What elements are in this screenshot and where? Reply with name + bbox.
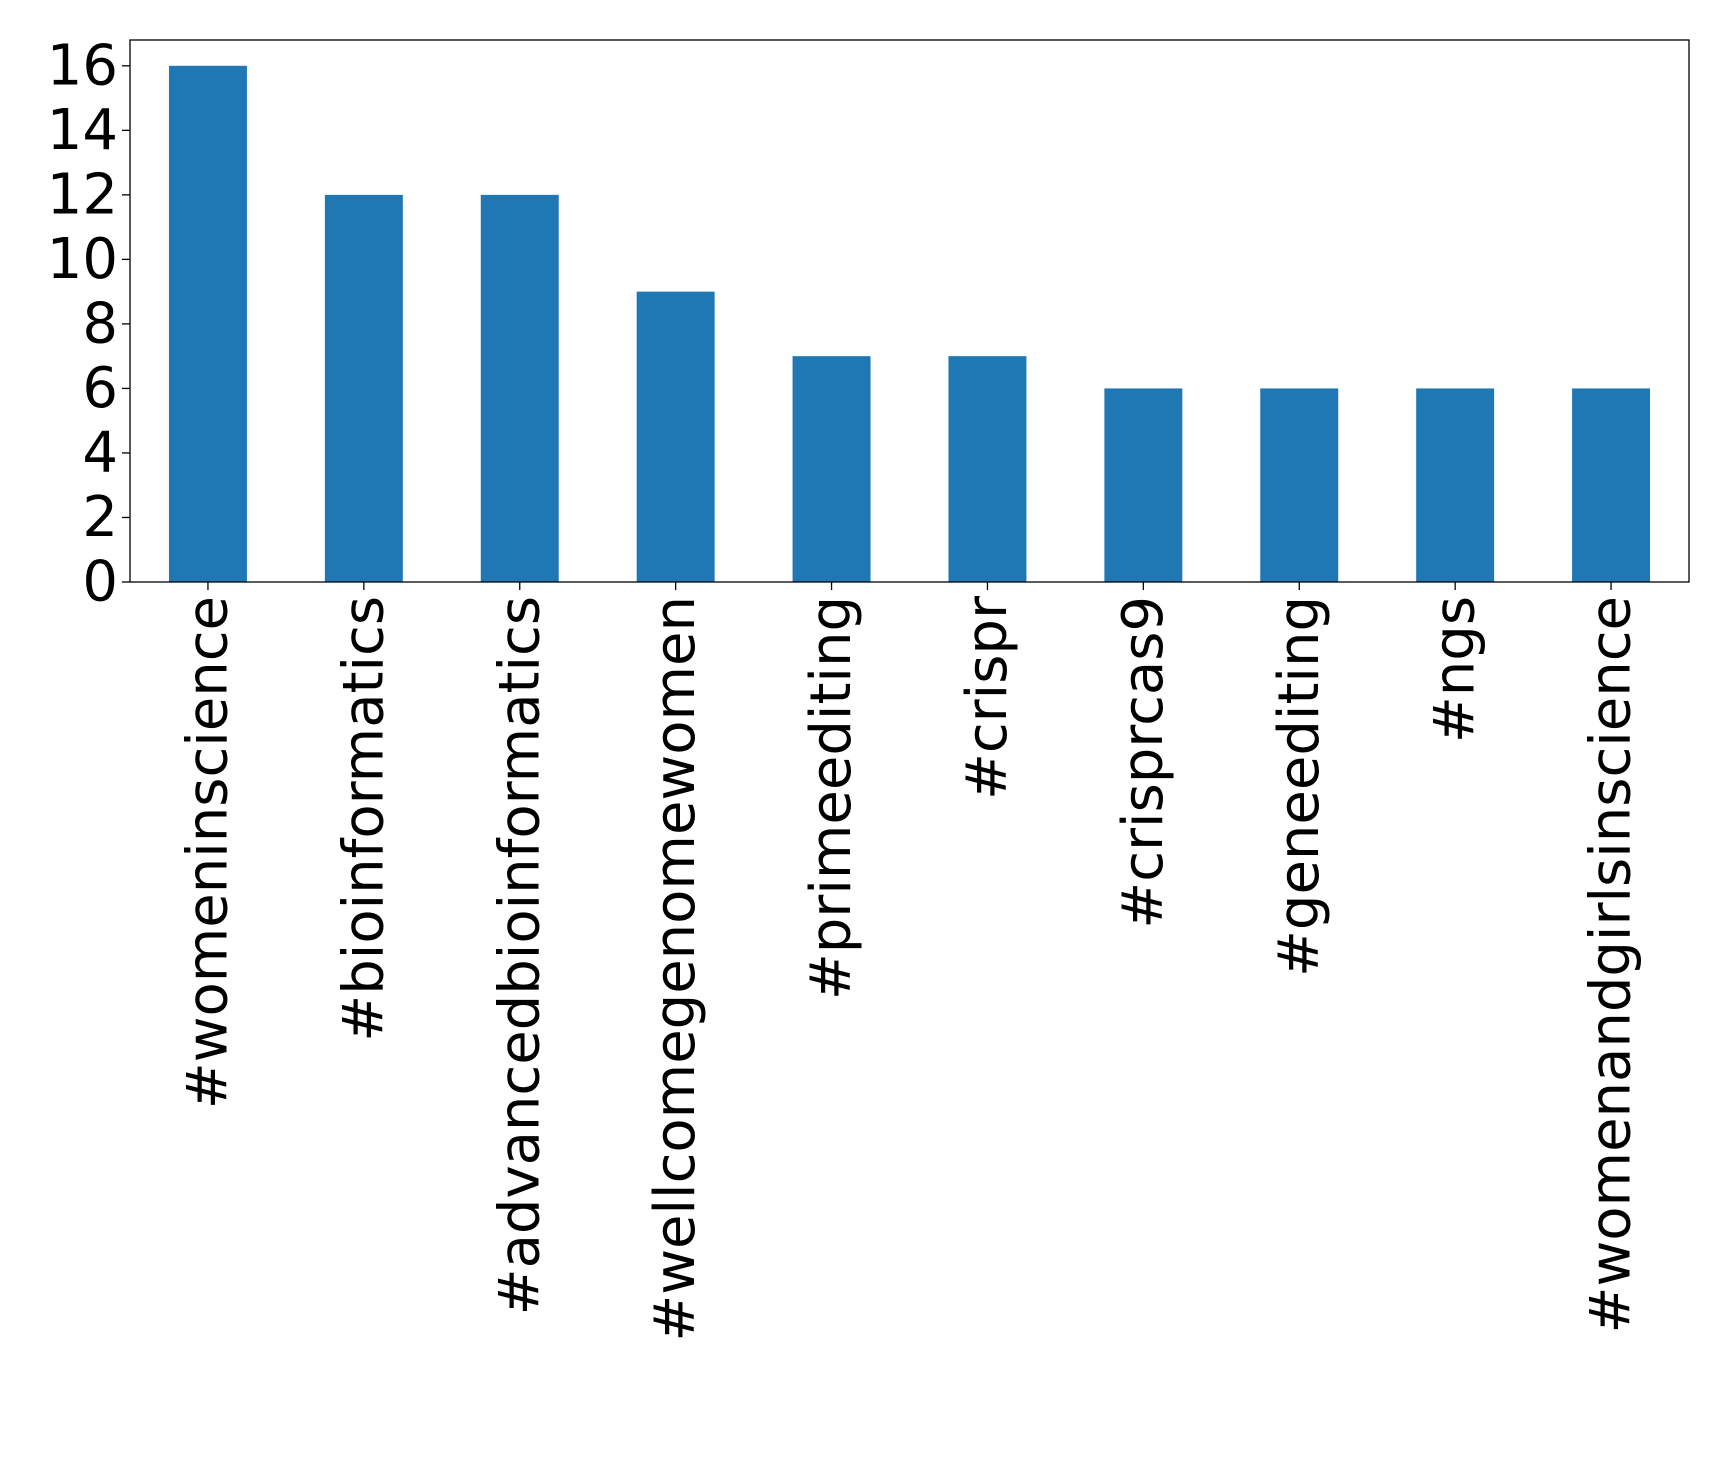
bars-layer: [168, 65, 1651, 583]
x-tick-label: #womeninscience: [175, 596, 240, 1109]
y-tick-label: 8: [82, 291, 118, 356]
y-tick-label: 16: [47, 33, 118, 98]
y-tick-label: 14: [47, 98, 118, 163]
x-tick-label: #wellcomegenomewomen: [643, 596, 708, 1342]
bar-crisprcas9: [1104, 388, 1183, 582]
bar-wellcomegenomewomen: [636, 291, 715, 582]
y-tick-label: 6: [82, 356, 118, 421]
bar-ngs: [1416, 388, 1495, 582]
bar-bioinformatics: [324, 194, 403, 582]
x-tick-label: #geneediting: [1267, 596, 1332, 977]
bar-womeninscience: [168, 65, 247, 583]
x-tick-label: #advancedbioinformatics: [487, 596, 552, 1315]
y-tick-label: 2: [82, 485, 118, 550]
bar-primeediting: [792, 356, 871, 582]
y-tick-label: 12: [47, 162, 118, 227]
x-tick-label: #ngs: [1423, 596, 1488, 743]
y-tick-label: 0: [82, 550, 118, 615]
x-tick-label: #crisprcas9: [1111, 596, 1176, 929]
plot-frame: [129, 39, 1690, 583]
bar-womenandgirlsinscience: [1572, 388, 1651, 582]
bar-advancedbioinformatics: [480, 194, 559, 582]
bar-geneediting: [1260, 388, 1339, 582]
y-tick-label: 10: [47, 227, 118, 292]
x-tick-label: #bioinformatics: [331, 596, 396, 1042]
x-axis: #womeninscience #bioinformatics #advancedb…: [175, 582, 1644, 1342]
bar-crispr: [948, 356, 1027, 582]
x-tick-label: #primeediting: [799, 596, 864, 1000]
y-tick-label: 4: [82, 420, 118, 485]
x-tick-label: #womenandgirlsinscience: [1579, 596, 1644, 1333]
x-tick-label: #crispr: [955, 595, 1020, 800]
